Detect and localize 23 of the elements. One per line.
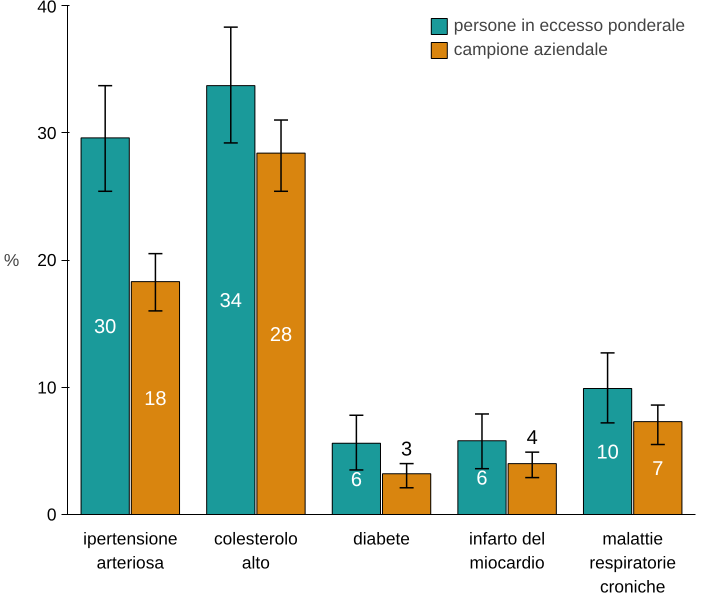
data-label: 34 xyxy=(220,290,242,312)
y-tick-label: 0 xyxy=(46,504,57,524)
y-axis-title: % xyxy=(4,250,20,270)
data-label: 6 xyxy=(476,468,488,490)
y-tick-label: 30 xyxy=(37,122,57,143)
data-label: 10 xyxy=(596,442,619,464)
data-label: 30 xyxy=(94,316,116,338)
data-label: 4 xyxy=(526,427,538,450)
y-tick-label: 20 xyxy=(37,250,57,270)
data-label: 18 xyxy=(144,388,167,410)
x-tick-label: infarto del miocardio xyxy=(469,528,546,572)
x-tick-label: ipertensione arteriosa xyxy=(83,528,178,572)
data-label: 7 xyxy=(652,458,664,480)
data-label: 6 xyxy=(350,468,362,491)
x-tick-label: colesterolo alto xyxy=(214,528,298,572)
data-label: 3 xyxy=(401,438,412,461)
legend-label: persone in eccesso ponderale xyxy=(454,15,685,36)
data-label: 28 xyxy=(270,324,292,346)
y-tick-label: 10 xyxy=(37,377,57,398)
y-tick-label: 40 xyxy=(37,0,57,16)
x-tick-label: malattie respiratorie croniche xyxy=(589,528,676,596)
x-tick-label: diabete xyxy=(353,528,410,548)
legend-label: campione aziendale xyxy=(454,39,608,60)
